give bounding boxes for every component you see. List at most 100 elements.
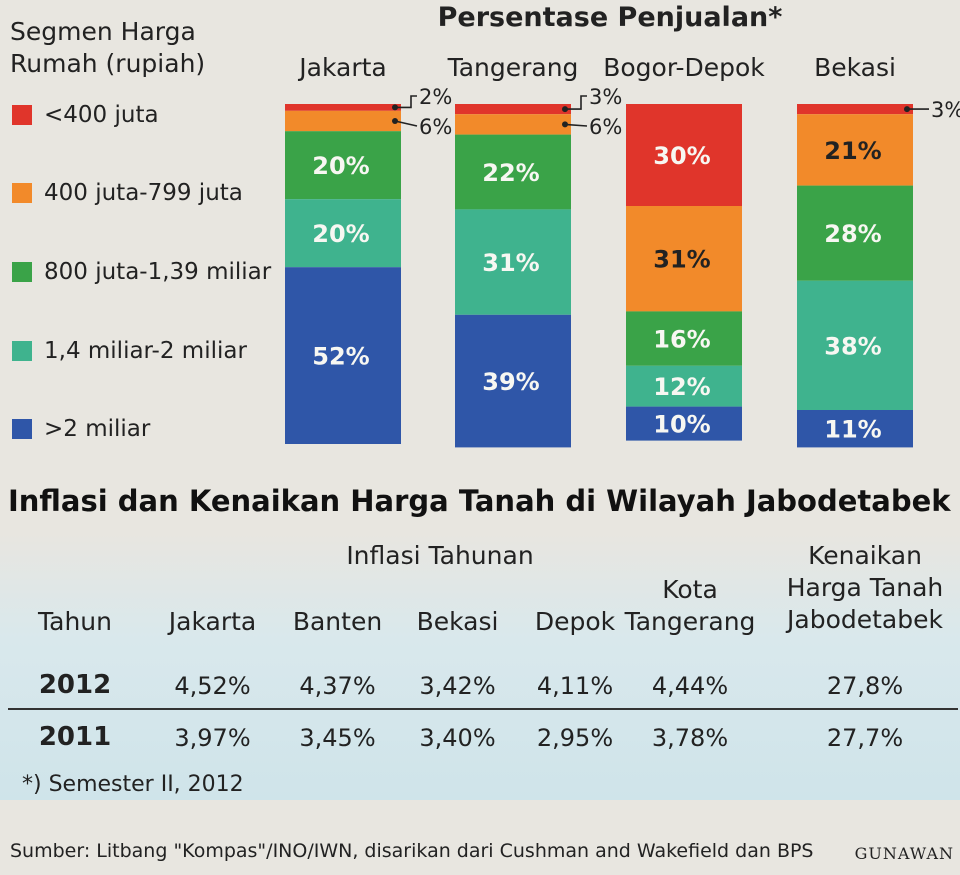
- data-label: 6%: [589, 115, 622, 139]
- bar-segment: [797, 185, 913, 281]
- data-label: 6%: [419, 115, 452, 139]
- data-label: 12%: [653, 373, 710, 401]
- data-label: 3%: [589, 85, 622, 109]
- bar-segment: [797, 410, 913, 448]
- col-header-kenaikan-1: Kenaikan: [808, 541, 922, 570]
- legend-swatch: [12, 183, 32, 203]
- chart-title: Persentase Penjualan*: [437, 2, 783, 33]
- data-label: 38%: [824, 332, 881, 360]
- bar-segment: [626, 406, 742, 441]
- callout-line: [565, 95, 587, 110]
- legend-title-line2: Rumah (rupiah): [10, 49, 206, 78]
- bar-segment: [626, 104, 742, 206]
- legend-item-under-400: <400 juta: [12, 100, 159, 130]
- table-cell-depok: 2,95%: [536, 724, 614, 752]
- bar-segment: [285, 199, 401, 268]
- legend-swatch: [12, 419, 32, 439]
- stacked-bar-chart: Jakarta 2% 6% 20% 20% 52% Tangerang 3% 6% 22% 31% 3…: [285, 53, 960, 448]
- data-label: 31%: [653, 246, 710, 274]
- col-header-kenaikan: Kenaikan Harga Tanah Jabodetabek: [775, 540, 955, 636]
- data-label: 52%: [312, 343, 369, 371]
- legend-item-over-2: >2 miliar: [12, 414, 150, 444]
- callout-line: [395, 95, 417, 109]
- bar-segment: [285, 267, 401, 444]
- table-cell-jakarta: 3,97%: [174, 724, 251, 752]
- row-divider: [8, 708, 958, 710]
- data-label: 10%: [653, 411, 710, 439]
- table-cell-kenaikan: 27,8%: [826, 672, 904, 700]
- bar-segment: [455, 134, 571, 210]
- data-label: 28%: [824, 220, 881, 248]
- bar-segment: [285, 110, 401, 132]
- data-label: 20%: [312, 220, 369, 248]
- bar-segment: [626, 365, 742, 407]
- legend-swatch: [12, 105, 32, 125]
- bar-segment: [626, 206, 742, 312]
- legend-label: <400 juta: [44, 102, 159, 128]
- table-cell-bekasi: 3,42%: [419, 672, 496, 700]
- col-header-banten: Banten: [292, 607, 383, 636]
- data-label: 3%: [931, 98, 960, 122]
- table-cell-year: 2011: [38, 722, 112, 752]
- data-label: 20%: [312, 152, 369, 180]
- legend-item-400-799: 400 juta-799 juta: [12, 178, 243, 208]
- legend-title: Segmen Harga Rumah (rupiah): [10, 16, 270, 80]
- legend-swatch: [12, 262, 32, 282]
- bar-segment: [797, 114, 913, 186]
- bar-segment: [797, 104, 913, 115]
- bar-segment: [626, 311, 742, 366]
- data-label: 31%: [482, 249, 539, 277]
- col-header-kota: Kota: [662, 575, 718, 604]
- bar-segment: [285, 131, 401, 200]
- category-label: Tangerang: [447, 53, 579, 82]
- table-cell-banten: 3,45%: [299, 724, 376, 752]
- data-label: 11%: [824, 416, 881, 444]
- table-cell-tangerang: 4,44%: [651, 672, 729, 700]
- source-bar: Sumber: Litbang "Kompas"/INO/IWN, disari…: [0, 830, 960, 875]
- table-title: Inflasi dan Kenaikan Harga Tanah di Wila…: [8, 484, 951, 518]
- legend-swatch: [12, 341, 32, 361]
- data-label: 39%: [482, 368, 539, 396]
- table-cell-tangerang: 3,78%: [651, 724, 729, 752]
- group-header: Inflasi Tahunan: [346, 541, 534, 570]
- col-header-kenaikan-3: Jabodetabek: [787, 605, 943, 634]
- col-header-year: Tahun: [38, 607, 112, 636]
- table-cell-bekasi: 3,40%: [419, 724, 496, 752]
- data-label: 2%: [419, 85, 452, 109]
- source-text: Sumber: Litbang "Kompas"/INO/IWN, disari…: [10, 840, 814, 862]
- footnote: *) Semester II, 2012: [22, 772, 244, 797]
- bar-segment: [455, 314, 571, 448]
- inflation-table: Inflasi Tahunan Tahun Jakarta Banten Bek…: [0, 532, 960, 800]
- col-header-kenaikan-2: Harga Tanah: [786, 573, 944, 602]
- col-header-depok: Depok: [534, 607, 616, 636]
- bar-segment: [455, 114, 571, 135]
- legend-label: 400 juta-799 juta: [44, 180, 243, 206]
- legend-item-800-139: 800 juta-1,39 miliar: [12, 257, 271, 287]
- category-label: Bogor-Depok: [603, 53, 765, 82]
- legend-item-14-2: 1,4 miliar-2 miliar: [12, 336, 247, 366]
- col-header-tangerang: Tangerang: [624, 607, 756, 636]
- callout-line: [394, 120, 418, 127]
- col-header-jakarta: Jakarta: [168, 607, 257, 636]
- bar-segment: [797, 280, 913, 410]
- legend-label: 1,4 miliar-2 miliar: [44, 338, 247, 364]
- table-cell-year: 2012: [38, 670, 112, 700]
- data-label: 21%: [824, 137, 881, 165]
- legend-label: 800 juta-1,39 miliar: [44, 259, 272, 285]
- bar-segment: [285, 104, 401, 111]
- table-cell-banten: 4,37%: [299, 672, 376, 700]
- table-cell-jakarta: 4,52%: [174, 672, 251, 700]
- table-cell-depok: 4,11%: [536, 672, 614, 700]
- credit: GUNAWAN: [854, 844, 954, 863]
- data-label: 30%: [653, 142, 710, 170]
- col-header-bekasi: Bekasi: [416, 607, 499, 636]
- bar-segment: [455, 209, 571, 315]
- data-label: 22%: [482, 159, 539, 187]
- legend-title-line1: Segmen Harga: [10, 17, 196, 46]
- category-label: Jakarta: [297, 53, 386, 82]
- table-cell-kenaikan: 27,7%: [826, 724, 904, 752]
- col-header-kota-tangerang: Kota Tangerang: [620, 574, 760, 638]
- callout-line: [564, 123, 588, 127]
- legend-label: >2 miliar: [44, 416, 151, 442]
